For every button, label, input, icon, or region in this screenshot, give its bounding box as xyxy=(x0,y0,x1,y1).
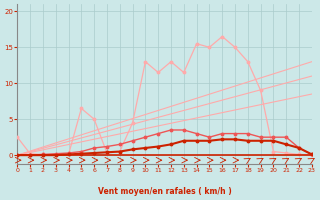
X-axis label: Vent moyen/en rafales ( km/h ): Vent moyen/en rafales ( km/h ) xyxy=(98,187,231,196)
